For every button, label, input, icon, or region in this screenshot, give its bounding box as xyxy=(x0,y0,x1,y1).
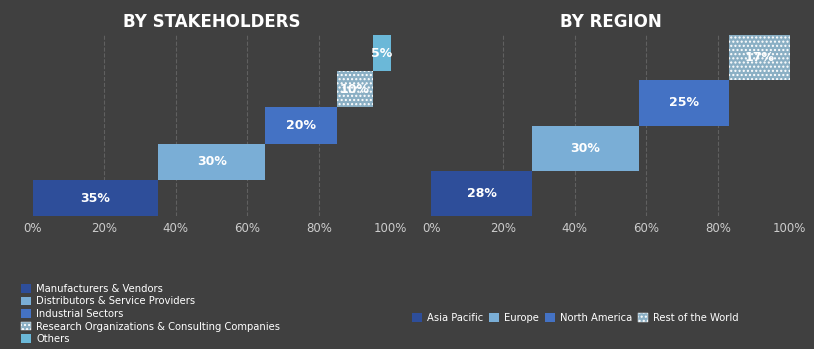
Bar xyxy=(33,180,158,216)
Bar xyxy=(373,35,391,71)
Bar xyxy=(532,126,639,171)
Bar xyxy=(729,35,790,80)
Text: 10%: 10% xyxy=(340,83,370,96)
Bar xyxy=(158,144,265,180)
Bar xyxy=(639,80,729,126)
Text: 30%: 30% xyxy=(571,142,601,155)
Text: 17%: 17% xyxy=(744,51,774,64)
Legend: Manufacturers & Vendors, Distributors & Service Providers, Industrial Sectors, R: Manufacturers & Vendors, Distributors & … xyxy=(21,284,280,344)
Bar xyxy=(337,71,373,107)
Text: 20%: 20% xyxy=(287,119,316,132)
Legend: Asia Pacific, Europe, North America, Rest of the World: Asia Pacific, Europe, North America, Res… xyxy=(412,313,739,323)
Bar xyxy=(431,171,532,216)
Bar xyxy=(729,35,790,80)
Title: BY STAKEHOLDERS: BY STAKEHOLDERS xyxy=(123,13,300,31)
Text: 5%: 5% xyxy=(371,46,392,60)
Text: 28%: 28% xyxy=(466,187,497,200)
Text: 25%: 25% xyxy=(669,96,699,110)
Bar xyxy=(265,107,337,144)
Text: 30%: 30% xyxy=(197,155,226,169)
Text: 35%: 35% xyxy=(81,192,110,205)
Title: BY REGION: BY REGION xyxy=(560,13,661,31)
Bar xyxy=(337,71,373,107)
